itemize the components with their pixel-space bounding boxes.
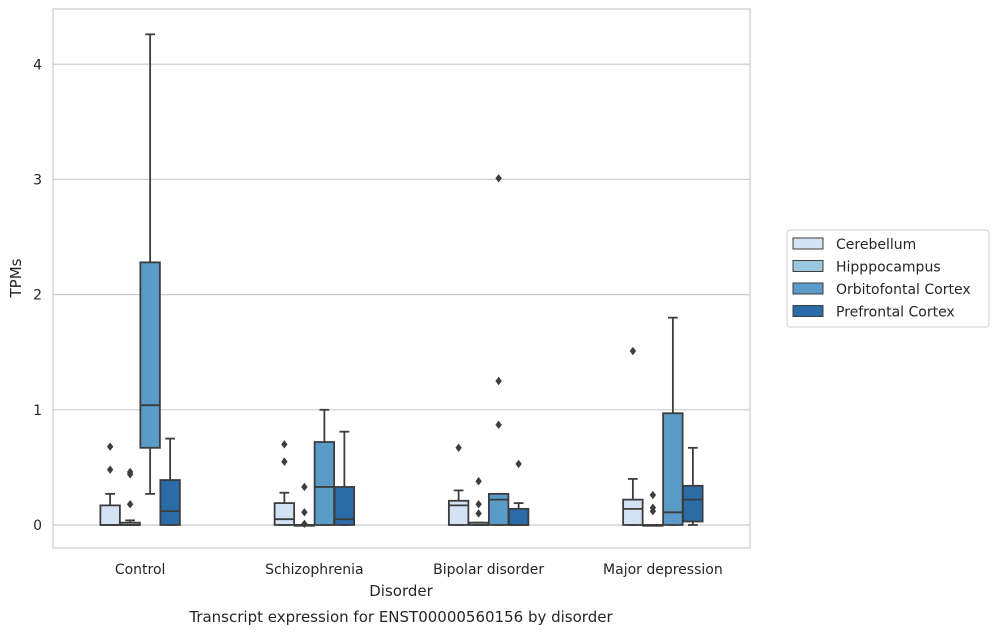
box-1-3 <box>333 430 356 526</box>
legend-swatch <box>792 282 824 295</box>
x-axis-ticks: Control Schizophrenia Bipolar disorder Majo… <box>115 562 723 578</box>
y-tick-label: 1 <box>33 403 42 419</box>
outlier-point <box>649 490 657 500</box>
box-body <box>487 492 510 526</box>
outlier-point <box>106 465 114 474</box>
outlier-point <box>106 442 114 451</box>
outlier-point <box>495 420 502 429</box>
box-2-2 <box>487 174 510 526</box>
legend-swatch <box>792 305 824 317</box>
y-axis-title: TPMs <box>7 258 25 298</box>
box-3-1 <box>642 490 664 527</box>
outlier-point <box>126 500 134 509</box>
legend-swatch <box>792 237 824 250</box>
box-body <box>273 502 296 526</box>
y-axis-ticks: 0 1 2 3 4 <box>33 57 42 534</box>
box-body <box>682 484 704 523</box>
box-0-3 <box>159 437 181 526</box>
box-0-2 <box>139 33 161 495</box>
boxes <box>99 33 704 529</box>
box-body <box>447 499 470 526</box>
outlier-point <box>515 459 522 469</box>
box-2-3 <box>507 459 530 526</box>
outlier-point <box>629 346 637 356</box>
chart-caption: Transcript expression for ENST0000056015… <box>188 608 613 626</box>
plot-frame <box>52 8 751 549</box>
y-tick-label: 3 <box>33 172 42 188</box>
outlier-point <box>301 482 308 492</box>
outlier-point <box>126 467 134 477</box>
legend-label: Prefrontal Cortex <box>836 305 955 321</box>
x-tick-label: Major depression <box>603 562 723 578</box>
box-2-1 <box>467 477 490 526</box>
outlier-point <box>475 509 482 518</box>
box-body <box>622 498 644 526</box>
x-tick-label: Schizophrenia <box>265 562 363 578</box>
outlier-point <box>281 457 288 466</box>
legend: Cerebellum Hipppocampus Orbitofontal Corte… <box>786 229 990 328</box>
box-3-3 <box>682 446 704 526</box>
legend-swatch <box>792 260 824 272</box>
outlier-point <box>455 443 462 453</box>
outlier-point <box>475 477 482 486</box>
box-body <box>313 441 336 526</box>
x-axis-title: Disorder <box>369 582 433 600</box>
box-0-1 <box>119 467 141 526</box>
box-body <box>99 504 121 526</box>
y-tick-label: 2 <box>33 288 42 304</box>
box-body <box>662 412 684 526</box>
legend-label: Orbitofontal Cortex <box>836 282 971 298</box>
box-1-1 <box>293 482 316 529</box>
box-0-0 <box>99 442 121 526</box>
box-body <box>139 261 161 449</box>
outlier-point <box>301 519 308 529</box>
box-3-0 <box>622 346 644 526</box>
box-body <box>159 479 181 526</box>
x-tick-label: Bipolar disorder <box>433 562 544 578</box>
box-3-2 <box>662 316 684 526</box>
outlier-point <box>281 440 288 449</box>
box-1-2 <box>313 408 336 526</box>
outlier-point <box>495 174 502 183</box>
outlier-point <box>495 376 502 386</box>
legend-label: Hipppocampus <box>836 260 941 276</box>
x-tick-label: Control <box>115 562 166 578</box>
legend-frame <box>786 229 990 328</box>
box-1-0 <box>273 440 296 526</box>
box-body <box>507 507 530 526</box>
box-2-0 <box>447 443 470 526</box>
outlier-point <box>301 508 308 517</box>
outlier-point <box>649 506 657 516</box>
legend-label: Cerebellum <box>836 237 916 253</box>
outlier-point <box>475 500 482 509</box>
box-body <box>333 486 356 526</box>
y-tick-label: 0 <box>33 518 42 534</box>
y-tick-label: 4 <box>33 57 42 73</box>
